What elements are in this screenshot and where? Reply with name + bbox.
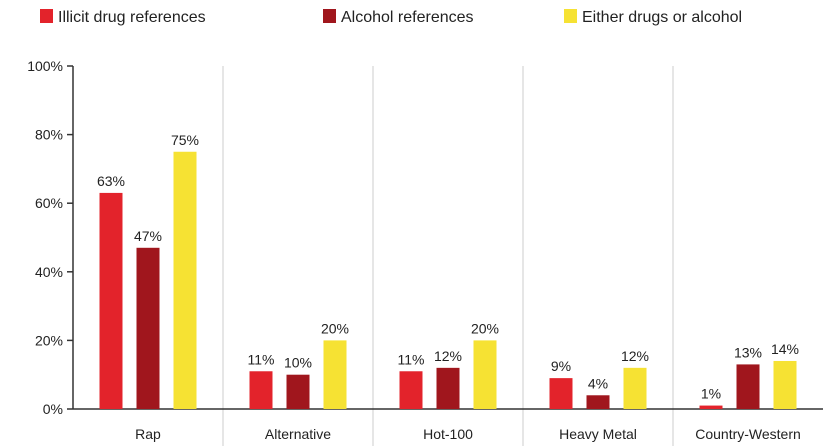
legend: Illicit drug references Alcohol reference… [40, 9, 742, 26]
data-label: 12% [434, 348, 462, 364]
bar [436, 367, 460, 409]
bar [736, 364, 760, 409]
y-tick-label: 60% [35, 195, 63, 211]
category-label: Heavy Metal [559, 426, 637, 442]
data-label: 75% [171, 132, 199, 148]
legend-swatch [40, 9, 53, 23]
category-label: Rap [135, 426, 161, 442]
bar [549, 378, 573, 409]
legend-label: Either drugs or alcohol [582, 9, 742, 26]
data-label: 9% [551, 358, 571, 374]
category-label: Country-Western [695, 426, 801, 442]
bar [699, 405, 723, 409]
data-labels: 63% 47% 75% 11% 10% 20% 11% 12% 20% 9% 4% 12% 1% 13% 1… [97, 132, 799, 402]
bar [249, 371, 273, 409]
bar [399, 371, 423, 409]
y-tick-label: 80% [35, 127, 63, 143]
data-label: 20% [321, 320, 349, 336]
data-label: 13% [734, 344, 762, 360]
data-label: 47% [134, 228, 162, 244]
data-label: 4% [588, 375, 608, 391]
data-label: 20% [471, 320, 499, 336]
bar [286, 374, 310, 409]
legend-swatch [323, 9, 336, 23]
category-label: Hot-100 [423, 426, 473, 442]
legend-label: Illicit drug references [58, 9, 206, 26]
bar [773, 360, 797, 409]
bar [473, 340, 497, 409]
bar [173, 151, 197, 409]
y-tick-label: 100% [27, 58, 63, 74]
data-label: 10% [284, 355, 312, 371]
bar [323, 340, 347, 409]
data-label: 11% [398, 351, 425, 367]
category-separators [222, 66, 674, 446]
bar [136, 247, 160, 409]
data-label: 1% [701, 386, 721, 402]
data-label: 14% [771, 341, 799, 357]
y-tick-label: 20% [35, 332, 63, 348]
bar [586, 395, 610, 409]
y-tick-label: 40% [35, 264, 63, 280]
legend-label: Alcohol references [341, 9, 474, 26]
bar [623, 367, 647, 409]
legend-swatch [564, 9, 577, 23]
bar [99, 192, 123, 409]
data-label: 11% [248, 351, 275, 367]
data-label: 12% [621, 348, 649, 364]
data-label: 63% [97, 173, 125, 189]
y-tick-label: 0% [43, 401, 63, 417]
bars [99, 151, 797, 409]
category-label: Alternative [265, 426, 331, 442]
category-labels: Rap Alternative Hot-100 Heavy Metal Country-… [135, 426, 801, 442]
